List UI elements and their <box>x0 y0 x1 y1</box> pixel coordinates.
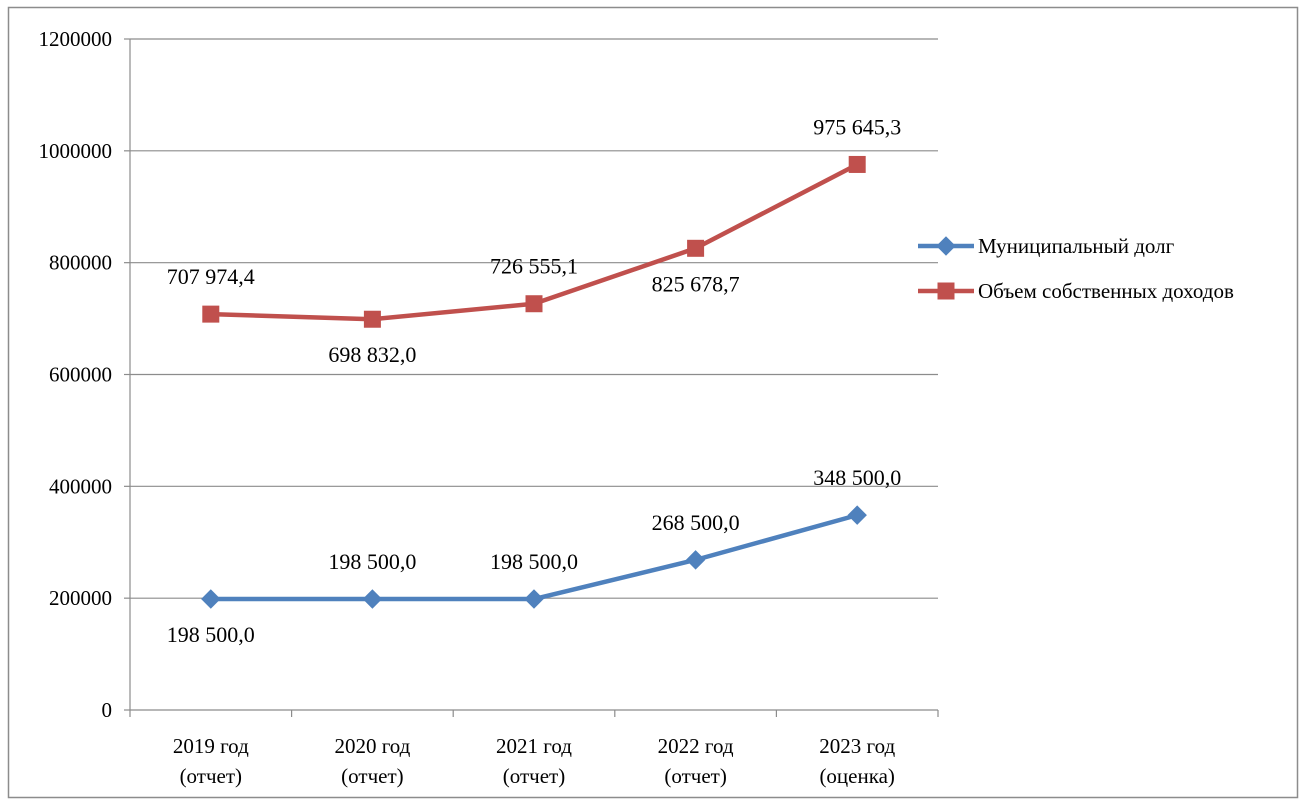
y-tick-label: 600000 <box>49 363 112 387</box>
legend-marker <box>937 282 955 300</box>
data-label: 348 500,0 <box>813 465 901 490</box>
x-tick-label-line: (отчет) <box>503 764 565 788</box>
x-tick-label-line: (отчет) <box>180 764 242 788</box>
data-labels: 198 500,0 198 500,0 198 500,0 268 500,0 348 … <box>167 114 901 647</box>
chart-border <box>7 6 1299 799</box>
legend-item: Муниципальный долг <box>918 234 1175 258</box>
data-point-marker <box>525 295 543 313</box>
data-label: 268 500,0 <box>652 510 740 535</box>
x-tick-label-line: 2022 год <box>658 734 734 758</box>
data-label: 198 500,0 <box>490 549 578 574</box>
y-tick-label: 1000000 <box>39 139 113 163</box>
data-point-marker <box>848 155 866 173</box>
data-point-marker <box>363 310 381 328</box>
y-tick-label: 200000 <box>49 586 112 610</box>
data-point-marker <box>201 589 221 609</box>
legend-label: Муниципальный долг <box>978 234 1175 258</box>
x-tick-label-line: 2019 год <box>173 734 249 758</box>
data-point-marker <box>687 239 705 257</box>
x-tick-label-line: (оценка) <box>819 764 895 788</box>
x-tick-label: 2023 год (оценка) <box>819 734 895 788</box>
y-tick-label: 0 <box>102 698 113 722</box>
x-tick-label-line: (отчет) <box>664 764 726 788</box>
y-tick-label: 800000 <box>49 251 112 275</box>
x-tick-label: 2020 год (отчет) <box>334 734 410 788</box>
legend: Муниципальный долг Объем собственных дохо… <box>918 234 1234 303</box>
x-tick-label-line: (отчет) <box>341 764 403 788</box>
x-tick-label: 2022 год (отчет) <box>658 734 734 788</box>
data-label: 975 645,3 <box>813 114 901 139</box>
data-point-marker <box>362 589 383 609</box>
series-layer <box>201 155 867 609</box>
data-label: 698 832,0 <box>328 342 416 367</box>
x-tick-label-line: 2023 год <box>819 734 895 758</box>
legend-marker <box>936 236 956 256</box>
data-point-marker <box>847 505 867 525</box>
y-tick-label: 1200000 <box>39 27 113 51</box>
data-label: 198 500,0 <box>328 549 416 574</box>
data-label: 726 555,1 <box>490 254 578 279</box>
data-label: 825 678,7 <box>652 271 740 296</box>
gridlines <box>130 38 938 599</box>
x-tick-label: 2021 год (отчет) <box>496 734 572 788</box>
legend-item: Объем собственных доходов <box>918 279 1234 303</box>
x-tick-label: 2019 год (отчет) <box>173 734 249 788</box>
y-tick-label: 400000 <box>49 474 112 498</box>
data-point-marker <box>202 305 220 323</box>
data-point-marker <box>685 550 706 570</box>
data-label: 198 500,0 <box>167 622 255 647</box>
data-label: 707 974,4 <box>167 264 255 289</box>
axes: 0 200000 400000 600000 800000 1000000 1200000 2… <box>39 27 939 788</box>
x-tick-label-line: 2020 год <box>334 734 410 758</box>
data-point-marker <box>524 589 544 609</box>
legend-label: Объем собственных доходов <box>978 279 1234 303</box>
x-tick-label-line: 2021 год <box>496 734 572 758</box>
